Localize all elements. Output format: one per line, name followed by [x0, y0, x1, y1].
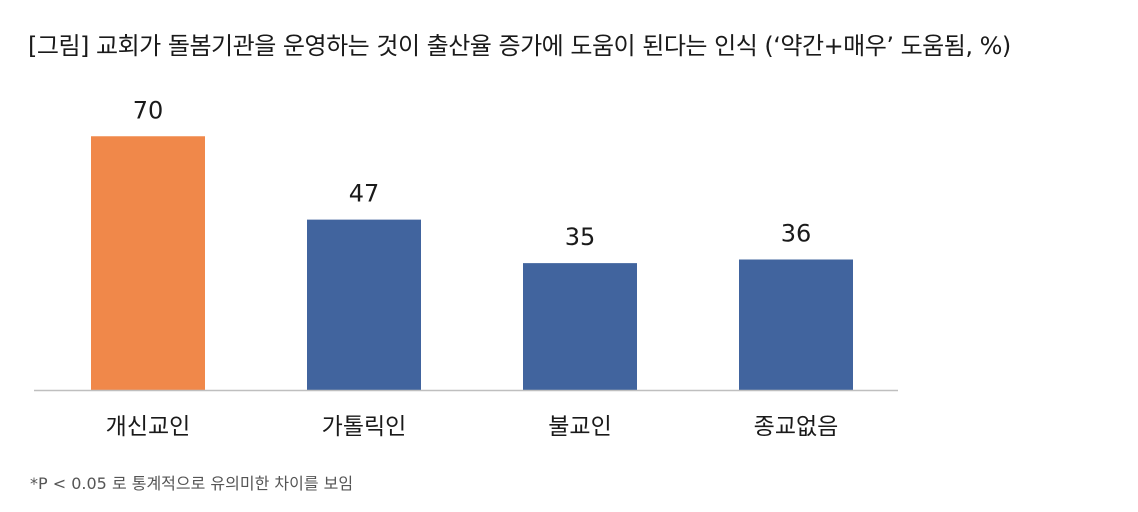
bar-2: [307, 219, 421, 390]
category-label-3: 불교인: [548, 414, 611, 440]
footnote: *P < 0.05 로 통계적으로 유의미한 차이를 보임: [30, 474, 354, 493]
bar-3: [523, 263, 637, 390]
category-label-2: 가톨릭인: [322, 414, 407, 440]
category-label-4: 종교없음: [754, 414, 839, 440]
data-label-2: 47: [349, 180, 380, 208]
data-label-1: 70: [133, 96, 164, 124]
chart-title: [그림] 교회가 돌봄기관을 운영하는 것이 출산율 증가에 도움이 된다는 인…: [28, 32, 1011, 60]
data-label-3: 35: [565, 223, 596, 251]
data-label-4: 36: [781, 220, 812, 248]
bar-4: [739, 259, 853, 390]
category-label-1: 개신교인: [106, 414, 191, 440]
bar-1: [91, 136, 205, 390]
